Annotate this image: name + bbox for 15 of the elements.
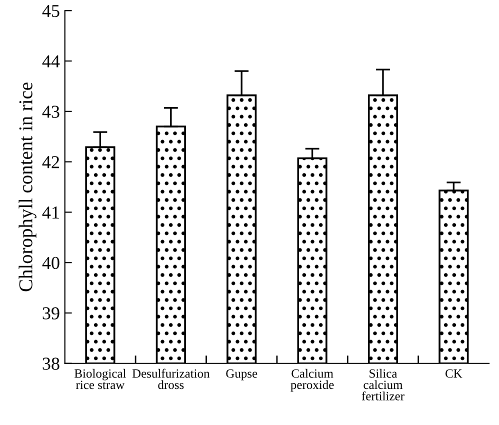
x-tick-label: CK [446, 369, 462, 378]
y-tick-label: 43 [42, 106, 60, 118]
y-tick-label: 42 [42, 156, 60, 168]
y-tick-label: 41 [42, 206, 59, 218]
x-tick-label: Calcium peroxide [290, 368, 334, 392]
y-tick-label: 44 [42, 55, 60, 68]
y-tick-label: 39 [42, 307, 60, 320]
x-tick-label: Biological rice straw [74, 368, 126, 390]
x-tick-label: Silica calcium fertilizer [362, 368, 404, 400]
y-axis-title: Chlorophyll content in rice [18, 82, 36, 292]
y-tick-label: 45 [42, 5, 60, 18]
x-tick-label: Gupse [226, 369, 258, 380]
x-tick-label: Desulfurization dross [132, 368, 210, 390]
y-tick-label: 38 [42, 358, 60, 370]
y-tick-label: 40 [42, 256, 60, 270]
